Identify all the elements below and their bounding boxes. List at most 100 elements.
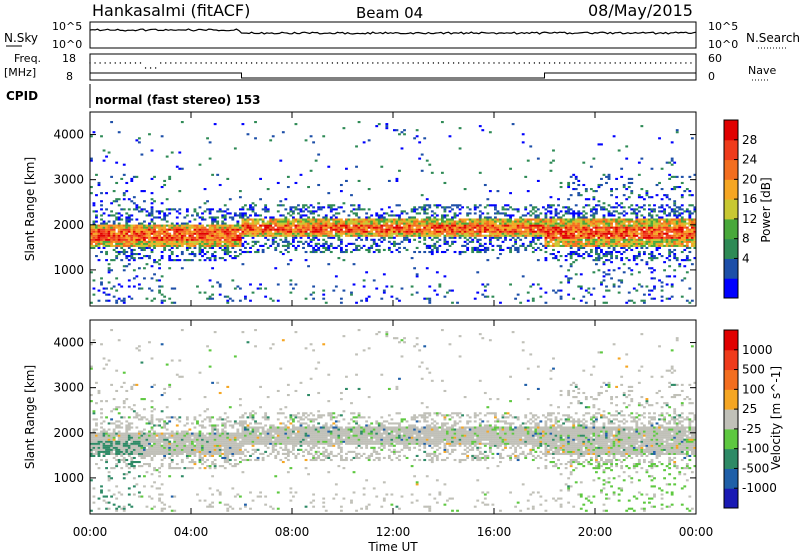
power-cell (448, 234, 452, 237)
power-cell (637, 194, 641, 197)
power-cell (625, 244, 629, 247)
power-cell (261, 224, 265, 227)
power-cell (595, 226, 598, 229)
power-cell (690, 238, 694, 241)
power-cell (433, 226, 437, 229)
power-cell (620, 212, 624, 215)
power-cell (587, 218, 591, 221)
power-cell (587, 291, 591, 294)
power-cell (440, 206, 444, 209)
power-cell (640, 230, 644, 233)
power-cell (668, 265, 672, 268)
power-cell (547, 236, 550, 239)
power-cell (249, 246, 252, 249)
nave-dot (412, 62, 414, 64)
power-cell (491, 228, 495, 231)
power-cell (678, 220, 682, 223)
power-cell (584, 238, 588, 241)
power-cell (483, 236, 487, 239)
power-cell (592, 226, 596, 229)
power-cell (226, 177, 230, 180)
power-cell (620, 175, 624, 178)
power-cell (473, 248, 477, 252)
power-cell (223, 204, 227, 207)
nave-dot (362, 62, 364, 64)
velocity-cell (107, 501, 111, 504)
power-cell (102, 230, 106, 233)
power-cell (370, 222, 374, 225)
power-cell (632, 220, 636, 223)
power-cell (120, 228, 124, 231)
power-cell (600, 250, 603, 254)
power-cell (264, 287, 268, 290)
power-cell (112, 236, 116, 239)
power-cell (640, 240, 644, 243)
power-cell (398, 133, 401, 136)
velocity-cell (117, 424, 121, 427)
power-cell (435, 230, 439, 233)
power-cell (115, 244, 119, 247)
power-cell (678, 214, 682, 217)
power-cell (506, 230, 510, 233)
power-cell (637, 224, 641, 227)
power-cell (592, 259, 596, 262)
power-cell (362, 234, 366, 237)
power-cell (592, 240, 596, 243)
power-cell (617, 238, 621, 241)
power-cell (334, 218, 338, 221)
power-cell (145, 255, 149, 258)
power-cell (284, 236, 288, 239)
power-cell (102, 236, 106, 239)
power-cell (673, 212, 677, 215)
power-cell (105, 192, 108, 195)
power-cell (642, 198, 646, 201)
power-cell (595, 222, 598, 225)
power-cell (191, 226, 194, 229)
power-cell (236, 224, 240, 227)
power-cell (90, 234, 93, 237)
power-cell (488, 224, 492, 227)
power-cell (236, 238, 240, 241)
velocity-cell (97, 497, 101, 500)
power-cell (511, 234, 515, 237)
power-cell (160, 242, 164, 245)
power-cell (120, 234, 124, 237)
power-cell (577, 234, 581, 237)
power-cell (143, 240, 146, 243)
power-cell (241, 230, 245, 233)
power-cell (97, 238, 101, 241)
power-cell (132, 224, 136, 227)
power-cell (600, 228, 603, 231)
power-cell (658, 242, 661, 245)
nave-dot (478, 62, 480, 64)
power-cell (658, 228, 661, 231)
power-cell (478, 226, 482, 229)
velocity-cell (135, 448, 139, 451)
power-cell (110, 230, 114, 233)
power-cell (415, 224, 419, 227)
power-cell (630, 220, 634, 223)
power-cell (395, 234, 399, 237)
power-cell (155, 234, 159, 237)
power-cell (314, 232, 318, 235)
power-cell (289, 283, 293, 286)
power-cell (579, 222, 583, 225)
power-cell (658, 210, 661, 213)
power-cell (458, 230, 462, 233)
power-cell (589, 293, 593, 296)
power-cell (458, 127, 462, 130)
power-cell (223, 222, 227, 225)
power-cell (554, 212, 558, 215)
power-cell (660, 232, 664, 235)
power-cell (319, 230, 323, 233)
power-cell (688, 238, 692, 241)
power-cell (355, 232, 358, 235)
power-cell (539, 230, 543, 233)
power-cell (294, 226, 298, 229)
power-cell (380, 236, 384, 239)
nave-dot (306, 62, 308, 64)
power-cell (135, 175, 139, 178)
power-cell (481, 234, 485, 237)
power-cell (175, 240, 179, 243)
power-cell (339, 222, 343, 225)
